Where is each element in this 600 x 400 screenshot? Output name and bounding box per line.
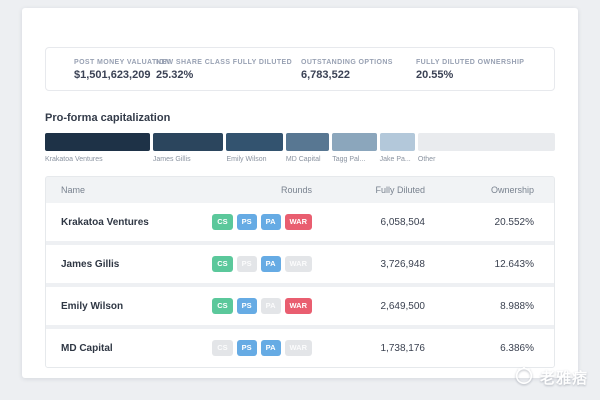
row-rounds: CS PS PA WAR	[197, 214, 312, 230]
cap-segment-label: James Gillis	[152, 156, 191, 163]
stat-value: 20.55%	[416, 69, 454, 81]
row-rounds: CS PS PA WAR	[197, 298, 312, 314]
table-header: Name Rounds Fully Diluted Ownership	[46, 177, 554, 203]
row-fully-diluted: 2,649,500	[380, 300, 426, 312]
round-badge-war: WAR	[284, 298, 312, 314]
cap-segment-label: Tagg Pal...	[332, 156, 366, 163]
row-ownership: 8.988%	[500, 300, 534, 312]
cap-segment-label: Jake Pa...	[379, 156, 411, 163]
cap-segment: Jake Pa...	[379, 133, 415, 163]
round-badge-ps: PS	[236, 340, 257, 356]
round-badge-pa: PA	[260, 298, 281, 314]
cap-segment-bar[interactable]	[226, 133, 283, 151]
row-fully-diluted: 3,726,948	[380, 258, 426, 270]
row-rounds: CS PS PA WAR	[197, 340, 312, 356]
round-badge-war: WAR	[284, 256, 312, 272]
stat-post-money-valuation: POST MONEY VALUATION $1,501,623,209	[46, 57, 171, 81]
cap-segment-bar[interactable]	[285, 133, 330, 151]
round-badge-ps: PS	[236, 298, 257, 314]
row-ownership: 20.552%	[494, 216, 534, 228]
row-name: Emily Wilson	[61, 300, 124, 312]
stat-new-share-class-fully-diluted: NEW SHARE CLASS FULLY DILUTED 25.32%	[156, 57, 301, 81]
round-badge-war: WAR	[284, 214, 312, 230]
cap-segment-label: Emily Wilson	[226, 156, 267, 163]
table-row[interactable]: James Gillis CS PS PA WAR 3,726,948 12.643%	[46, 245, 554, 283]
cap-segment: James Gillis	[152, 133, 224, 163]
round-badge-pa: PA	[260, 214, 281, 230]
section-title: Pro-forma capitalization	[45, 112, 171, 124]
row-name: James Gillis	[61, 258, 120, 270]
cap-segment-bar[interactable]	[417, 133, 555, 151]
cap-segment-bar[interactable]	[152, 133, 224, 151]
column-header-ownership: Ownership	[490, 185, 534, 195]
stat-label: FULLY DILUTED OWNERSHIP	[416, 59, 525, 66]
stats-card: POST MONEY VALUATION $1,501,623,209 NEW …	[45, 47, 555, 91]
cap-segment-label: Other	[417, 156, 436, 163]
round-badge-cs: CS	[212, 340, 233, 356]
table-row[interactable]: Emily Wilson CS PS PA WAR 2,649,500 8.988%	[46, 287, 554, 325]
row-ownership: 12.643%	[494, 258, 534, 270]
row-ownership: 6.386%	[500, 342, 534, 354]
row-name: Krakatoa Ventures	[61, 216, 149, 228]
column-header-fully-diluted: Fully Diluted	[375, 185, 425, 195]
cap-segment: Krakatoa Ventures	[45, 133, 150, 163]
stat-fully-diluted-ownership: FULLY DILUTED OWNERSHIP 20.55%	[416, 57, 554, 81]
cap-segment-bar[interactable]	[379, 133, 415, 151]
stat-value: $1,501,623,209	[74, 69, 151, 81]
round-badge-pa: PA	[260, 256, 281, 272]
table-body: Krakatoa Ventures CS PS PA WAR 6,058,504 20.55…	[46, 203, 554, 367]
round-badge-ps: PS	[236, 214, 257, 230]
row-name: MD Capital	[61, 342, 113, 354]
table-row[interactable]: MD Capital CS PS PA WAR 1,738,176 6.386%	[46, 329, 554, 367]
cap-segment-bar[interactable]	[332, 133, 377, 151]
column-header-name: Name	[61, 185, 86, 195]
round-badge-cs: CS	[212, 256, 233, 272]
round-badge-pa: PA	[260, 340, 281, 356]
stat-value: 6,783,522	[301, 69, 350, 81]
column-header-rounds: Rounds	[280, 185, 312, 195]
cap-segment: Emily Wilson	[226, 133, 283, 163]
cap-segment-label: MD Capital	[285, 156, 321, 163]
round-badge-ps: PS	[236, 256, 257, 272]
main-panel: POST MONEY VALUATION $1,501,623,209 NEW …	[22, 8, 578, 378]
stat-label: OUTSTANDING OPTIONS	[301, 59, 393, 66]
round-badge-war: WAR	[284, 340, 312, 356]
row-fully-diluted: 6,058,504	[380, 216, 426, 228]
round-badge-cs: CS	[212, 298, 233, 314]
stat-label: NEW SHARE CLASS FULLY DILUTED	[156, 59, 293, 66]
cap-table: Name Rounds Fully Diluted Ownership Krak…	[45, 176, 555, 368]
round-badge-cs: CS	[212, 214, 233, 230]
stat-label: POST MONEY VALUATION	[74, 59, 171, 66]
table-row[interactable]: Krakatoa Ventures CS PS PA WAR 6,058,504 20.55…	[46, 203, 554, 241]
stat-value: 25.32%	[156, 69, 194, 81]
cap-segment-bar[interactable]	[45, 133, 150, 151]
cap-segment: Tagg Pal...	[332, 133, 377, 163]
cap-segment: Other	[417, 133, 555, 163]
capitalization-bar: Krakatoa Ventures James Gillis Emily Wilso…	[45, 133, 555, 163]
row-fully-diluted: 1,738,176	[380, 342, 426, 354]
cap-segment: MD Capital	[285, 133, 330, 163]
row-rounds: CS PS PA WAR	[197, 256, 312, 272]
cap-segment-label: Krakatoa Ventures	[45, 156, 103, 163]
stat-outstanding-options: OUTSTANDING OPTIONS 6,783,522	[301, 57, 416, 81]
